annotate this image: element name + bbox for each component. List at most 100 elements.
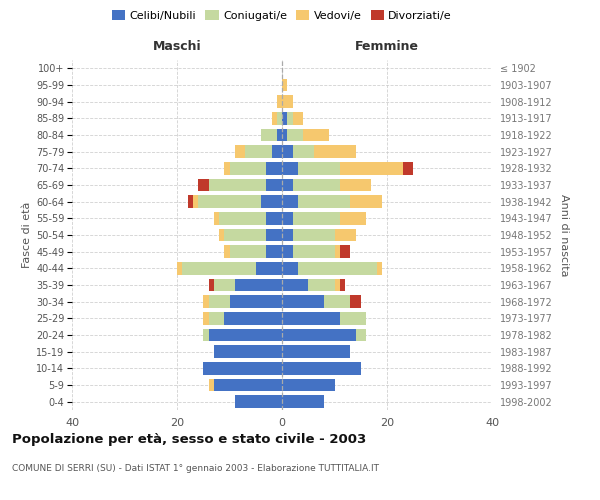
Bar [403, 162, 413, 174]
Bar [282, 212, 293, 224]
Bar [235, 146, 245, 158]
Bar [235, 279, 282, 291]
Bar [293, 212, 340, 224]
Bar [340, 212, 366, 224]
Y-axis label: Anni di nascita: Anni di nascita [559, 194, 569, 276]
Bar [293, 112, 303, 124]
Bar [282, 229, 293, 241]
Bar [203, 362, 282, 374]
Bar [266, 162, 282, 174]
Bar [298, 196, 350, 208]
Y-axis label: Fasce di età: Fasce di età [22, 202, 32, 268]
Bar [282, 396, 324, 408]
Bar [203, 296, 209, 308]
Bar [282, 246, 293, 258]
Bar [340, 179, 371, 192]
Bar [209, 296, 229, 308]
Bar [224, 162, 229, 174]
Bar [266, 179, 282, 192]
Bar [277, 112, 282, 124]
Bar [224, 246, 229, 258]
Bar [287, 129, 303, 141]
Bar [314, 146, 355, 158]
Text: Femmine: Femmine [355, 40, 419, 54]
Bar [282, 112, 287, 124]
Bar [229, 246, 266, 258]
Bar [282, 296, 324, 308]
Bar [293, 146, 314, 158]
Bar [308, 279, 335, 291]
Bar [282, 179, 293, 192]
Bar [282, 279, 308, 291]
Legend: Celibi/Nubili, Coniugati/e, Vedovi/e, Divorziati/e: Celibi/Nubili, Coniugati/e, Vedovi/e, Di… [110, 8, 454, 23]
Bar [335, 229, 355, 241]
Bar [182, 262, 256, 274]
Bar [282, 329, 355, 341]
Bar [193, 196, 198, 208]
Bar [282, 146, 293, 158]
Bar [198, 196, 261, 208]
Bar [282, 79, 287, 92]
Bar [214, 346, 282, 358]
Bar [335, 279, 340, 291]
Bar [282, 312, 340, 324]
Bar [209, 279, 214, 291]
Bar [282, 96, 293, 108]
Bar [340, 279, 345, 291]
Text: COMUNE DI SERRI (SU) - Dati ISTAT 1° gennaio 2003 - Elaborazione TUTTITALIA.IT: COMUNE DI SERRI (SU) - Dati ISTAT 1° gen… [12, 464, 379, 473]
Bar [203, 312, 209, 324]
Bar [177, 262, 182, 274]
Bar [293, 179, 340, 192]
Text: Maschi: Maschi [152, 40, 202, 54]
Bar [293, 229, 335, 241]
Bar [209, 312, 224, 324]
Bar [209, 329, 282, 341]
Bar [245, 146, 271, 158]
Bar [298, 162, 340, 174]
Bar [377, 262, 382, 274]
Bar [271, 146, 282, 158]
Bar [219, 212, 266, 224]
Bar [287, 112, 293, 124]
Bar [235, 396, 282, 408]
Bar [271, 112, 277, 124]
Bar [282, 379, 335, 391]
Bar [266, 229, 282, 241]
Bar [350, 296, 361, 308]
Bar [350, 196, 382, 208]
Text: Popolazione per età, sesso e stato civile - 2003: Popolazione per età, sesso e stato civil… [12, 432, 366, 446]
Bar [277, 96, 282, 108]
Bar [282, 346, 350, 358]
Bar [282, 262, 298, 274]
Bar [282, 362, 361, 374]
Bar [303, 129, 329, 141]
Bar [261, 196, 282, 208]
Bar [187, 196, 193, 208]
Bar [209, 379, 214, 391]
Bar [324, 296, 350, 308]
Bar [293, 246, 335, 258]
Bar [277, 129, 282, 141]
Bar [282, 196, 298, 208]
Bar [214, 212, 219, 224]
Bar [224, 312, 282, 324]
Bar [214, 279, 235, 291]
Bar [266, 212, 282, 224]
Bar [340, 162, 403, 174]
Bar [335, 246, 340, 258]
Bar [229, 296, 282, 308]
Bar [282, 162, 298, 174]
Bar [266, 246, 282, 258]
Bar [224, 229, 266, 241]
Bar [355, 329, 366, 341]
Bar [340, 312, 366, 324]
Bar [198, 179, 209, 192]
Bar [203, 329, 209, 341]
Bar [340, 246, 350, 258]
Bar [282, 129, 287, 141]
Bar [219, 229, 224, 241]
Bar [298, 262, 377, 274]
Bar [256, 262, 282, 274]
Bar [209, 179, 266, 192]
Bar [261, 129, 277, 141]
